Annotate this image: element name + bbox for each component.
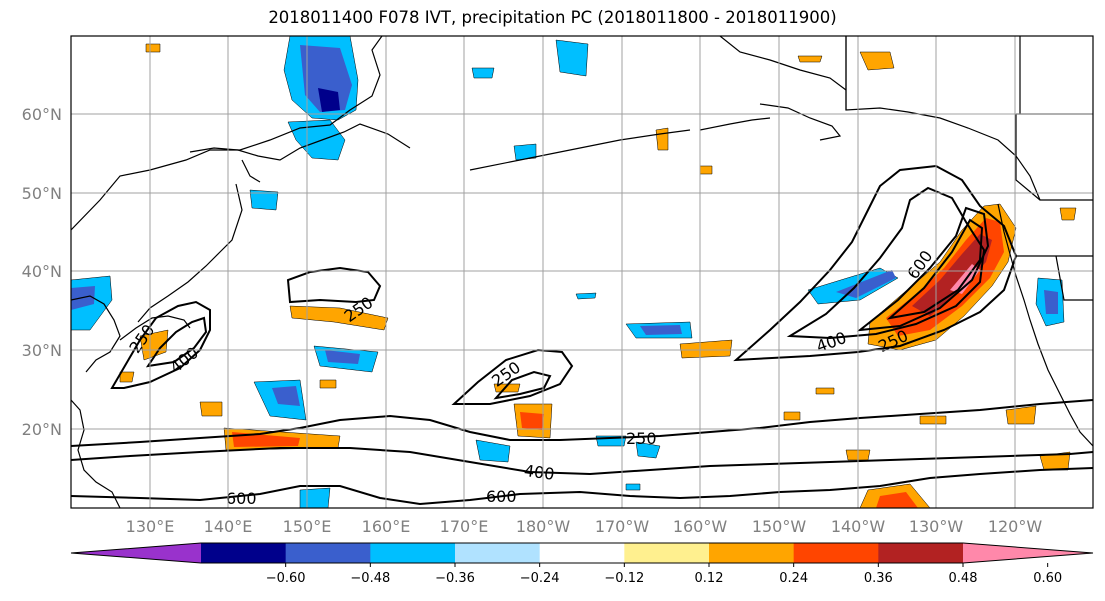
colorbar-tick-label: −0.12 — [604, 571, 644, 586]
colorbar-tick-label: 0.24 — [779, 571, 808, 586]
colorbar-tick-label: 0.36 — [864, 571, 893, 586]
precip-negative-regions — [71, 36, 1065, 508]
colorbar-tick-label: −0.36 — [435, 571, 475, 586]
colorbar-segment — [539, 543, 625, 563]
latitude-labels: 60°N 50°N 40°N 30°N 20°N — [22, 105, 62, 439]
colorbar-segment — [709, 543, 795, 563]
ivt-contours — [71, 164, 1093, 506]
longitude-labels: 130°E 140°E 150°E 160°E 170°E 180°W 170°… — [126, 517, 1043, 536]
colorbar-tick-label: 0.48 — [949, 571, 978, 586]
colorbar-extend-high — [963, 543, 1093, 563]
colorbar-outline — [70, 542, 1094, 564]
lon-label-130w: 130°W — [909, 517, 964, 536]
colorbar-segment — [624, 543, 710, 563]
map-title: 2018011400 F078 IVT, precipitation PC (2… — [268, 8, 837, 27]
contour-label-250: 250 — [626, 429, 657, 448]
lon-label-140e: 140°E — [204, 517, 253, 536]
colorbar-segment — [878, 543, 964, 563]
lon-label-170e: 170°E — [440, 517, 489, 536]
lon-label-170w: 170°W — [595, 517, 650, 536]
map-plot-area: 250 250 400 250 600 400 250 250 400 600 … — [71, 36, 1093, 508]
lon-label-160w: 160°W — [673, 517, 728, 536]
colorbar-tick-label: 0.60 — [1033, 571, 1062, 586]
colorbar-segment — [370, 543, 456, 563]
lon-label-130e: 130°E — [126, 517, 175, 536]
contour-label-400: 400 — [523, 461, 556, 484]
lat-label-30n: 30°N — [22, 341, 62, 360]
colorbar-extend-low — [71, 543, 201, 563]
colorbar-segment — [201, 543, 287, 563]
lon-label-160e: 160°E — [362, 517, 411, 536]
contour-label-600: 600 — [486, 487, 517, 506]
lat-label-50n: 50°N — [22, 184, 62, 203]
colorbar-tick-label: −0.60 — [266, 571, 306, 586]
lon-label-180w: 180°W — [516, 517, 571, 536]
colorbar-tick-label: −0.48 — [350, 571, 390, 586]
lon-label-150w: 150°W — [752, 517, 807, 536]
gridlines — [71, 36, 1093, 508]
colorbar: −0.60 −0.48 −0.36 −0.24 −0.12 0.12 0.24 0.36 0.4… — [70, 542, 1094, 586]
colorbar-segment — [285, 543, 371, 563]
colorbar-tick-label: −0.24 — [520, 571, 560, 586]
lon-label-140w: 140°W — [831, 517, 886, 536]
lon-label-150e: 150°E — [283, 517, 332, 536]
colorbar-segment — [455, 543, 541, 563]
lat-label-20n: 20°N — [22, 420, 62, 439]
lat-label-40n: 40°N — [22, 262, 62, 281]
colorbar-segment — [793, 543, 879, 563]
colorbar-tick-label: 0.12 — [695, 571, 724, 586]
lat-label-60n: 60°N — [22, 105, 62, 124]
map-frame — [70, 35, 1094, 509]
lon-label-120w: 120°W — [988, 517, 1043, 536]
contour-label-600: 600 — [226, 489, 257, 508]
